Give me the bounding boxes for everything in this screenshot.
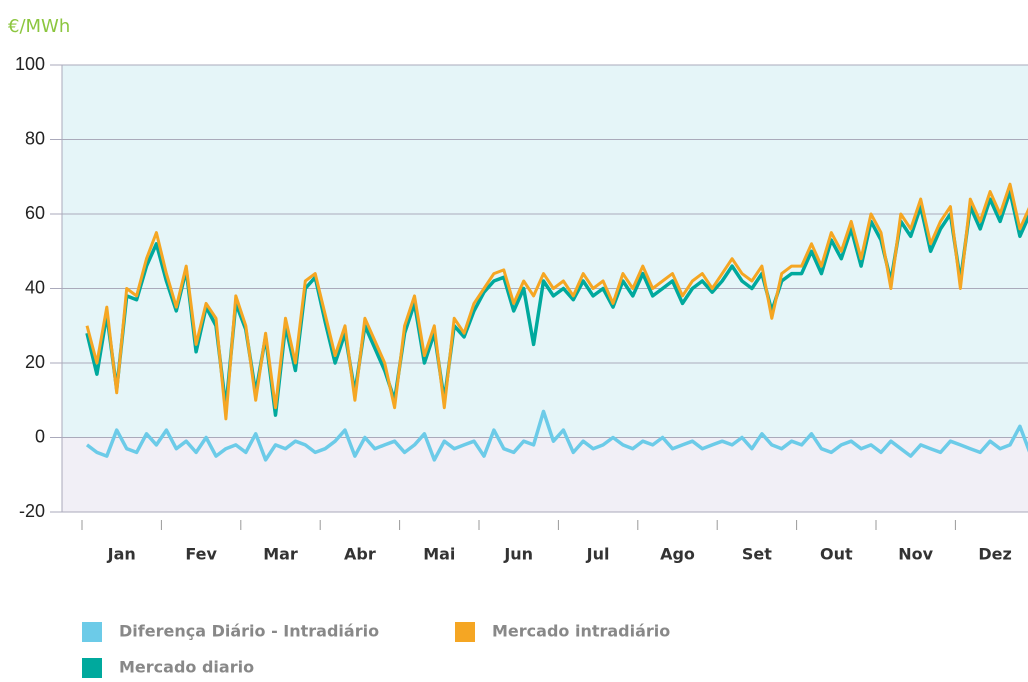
x-tick-label: Fev (185, 545, 217, 564)
legend-swatch (82, 658, 102, 678)
x-tick-label: Dez (978, 545, 1011, 564)
x-tick-label: Jun (503, 545, 533, 564)
x-tick-label: Mai (423, 545, 455, 564)
line-series (85, 182, 1028, 421)
x-tick-label: Nov (898, 545, 933, 564)
y-tick-label: 100 (15, 54, 45, 74)
legend-label: Mercado diario (119, 658, 254, 677)
x-tick-label: Mar (263, 545, 298, 564)
x-tick-label: Jul (586, 545, 610, 564)
x-tick-label: Jan (107, 545, 136, 564)
y-tick-label: -20 (19, 501, 45, 521)
legend-label: Mercado intradiário (492, 622, 670, 641)
x-tick-label: Abr (344, 545, 376, 564)
x-tick-label: Ago (660, 545, 695, 564)
legend-label: Diferença Diário - Intradiário (119, 622, 379, 641)
x-tick-label: Set (742, 545, 772, 564)
y-tick-label: 40 (25, 277, 45, 297)
y-tick-label: 80 (25, 128, 45, 148)
legend-swatch (82, 622, 102, 642)
y-tick-label: 60 (25, 203, 45, 223)
y-tick-label: 0 (35, 426, 45, 446)
legend-swatch (455, 622, 475, 642)
line-series (85, 409, 1028, 462)
y-axis-label: €/MWh (8, 16, 70, 37)
x-tick-label: Out (820, 545, 853, 564)
y-tick-label: 20 (25, 352, 45, 372)
